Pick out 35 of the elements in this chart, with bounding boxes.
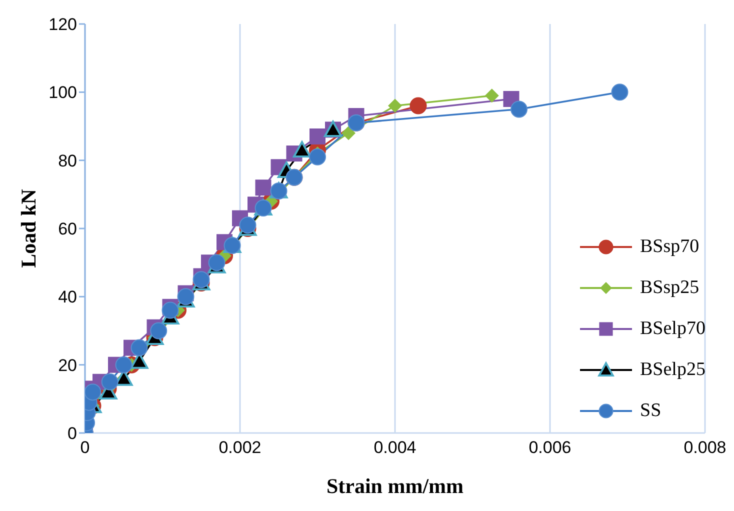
- x-tick-label: 0.004: [374, 438, 416, 458]
- x-tick-label: 0.008: [684, 438, 726, 458]
- x-tick-label: 0: [80, 438, 90, 458]
- point: [310, 128, 326, 144]
- x-tick-label: 0.002: [218, 438, 262, 458]
- y-tick-label: 0: [68, 424, 77, 444]
- point: [510, 100, 528, 118]
- y-tick-label: 60: [58, 220, 77, 239]
- point: [410, 97, 427, 114]
- y-tick-label: 20: [58, 356, 77, 375]
- point: [611, 84, 628, 101]
- point: [150, 322, 168, 340]
- y-tick-label: 120: [48, 15, 77, 34]
- point: [293, 141, 311, 158]
- legend-label: BSsp70: [640, 236, 700, 258]
- point: [101, 373, 118, 390]
- point: [255, 180, 272, 196]
- point: [484, 88, 499, 103]
- y-tick-label: 40: [58, 288, 77, 307]
- point: [85, 384, 102, 401]
- point: [388, 98, 402, 113]
- point: [342, 126, 356, 140]
- x-tick-label: 0.006: [528, 438, 572, 458]
- y-tick-label: 100: [48, 83, 77, 102]
- point: [162, 302, 179, 319]
- point: [115, 356, 132, 374]
- point: [309, 148, 326, 166]
- legend-label: SS: [640, 400, 662, 422]
- legend-label: BSelp70: [640, 318, 706, 340]
- point: [130, 339, 148, 356]
- x-axis-title: Strain mm/mm: [326, 474, 464, 498]
- legend-label: BSsp25: [640, 276, 700, 298]
- y-axis-title: Load kN: [16, 189, 40, 268]
- y-tick-label: 80: [58, 151, 77, 170]
- legend-label: BSelp25: [640, 358, 706, 380]
